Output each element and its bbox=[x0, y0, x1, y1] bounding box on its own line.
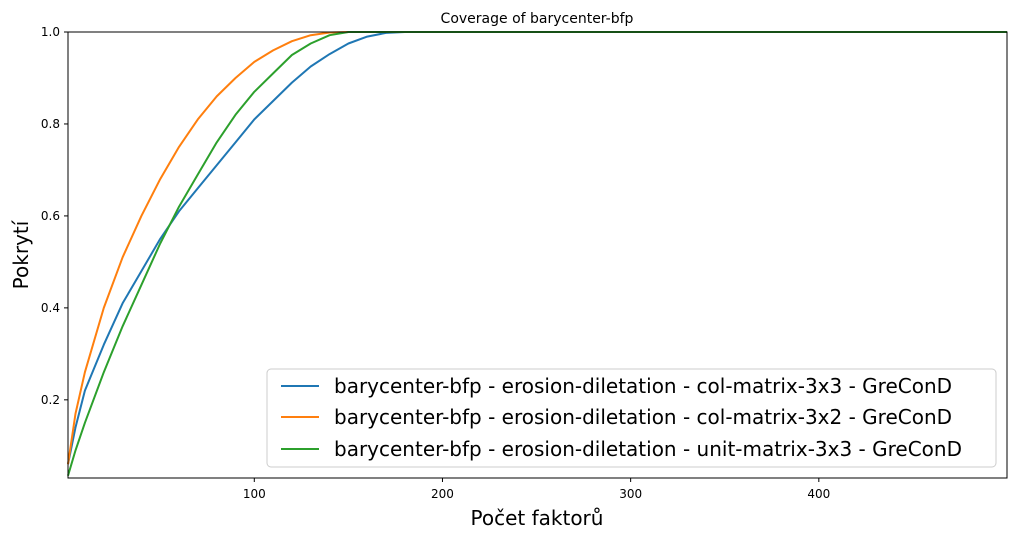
series-line-2 bbox=[67, 31, 1007, 465]
y-tick-label: 1.0 bbox=[41, 25, 60, 39]
y-tick-label: 0.4 bbox=[41, 301, 60, 315]
y-tick-label: 0.2 bbox=[41, 393, 60, 407]
x-tick-label: 100 bbox=[243, 487, 266, 501]
y-axis-label: Pokrytí bbox=[9, 219, 33, 289]
y-tick-label: 0.8 bbox=[41, 117, 60, 131]
legend-label-series-2: barycenter-bfp - erosion-diletation - co… bbox=[334, 405, 952, 429]
legend-box bbox=[266, 368, 997, 468]
legend: barycenter-bfp - erosion-diletation - co… bbox=[266, 368, 997, 468]
plot-frame bbox=[67, 31, 1008, 479]
x-tick-label: 300 bbox=[619, 487, 642, 501]
legend-label-series-1: barycenter-bfp - erosion-diletation - co… bbox=[334, 374, 952, 398]
plot-series bbox=[67, 31, 1007, 476]
series-line-1 bbox=[67, 31, 1007, 465]
x-axis-ticks: 100 200 300 400 bbox=[243, 478, 830, 501]
x-tick-label: 200 bbox=[431, 487, 454, 501]
x-tick-label: 400 bbox=[807, 487, 830, 501]
y-axis-ticks: 0.2 0.4 0.6 0.8 1.0 bbox=[41, 25, 68, 407]
chart-title: Coverage of barycenter-bfp bbox=[441, 11, 634, 27]
x-axis-label: Počet faktorů bbox=[471, 506, 604, 530]
series-line-3 bbox=[67, 31, 1007, 476]
y-tick-label: 0.6 bbox=[41, 209, 60, 223]
legend-label-series-3: barycenter-bfp - erosion-diletation - un… bbox=[334, 437, 962, 461]
